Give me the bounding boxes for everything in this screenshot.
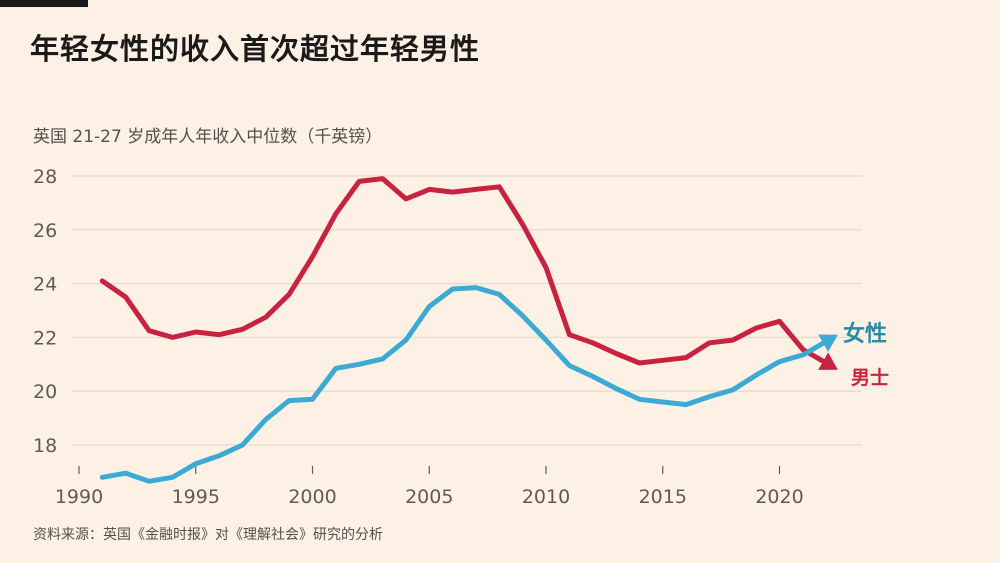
x-tick-label: 2020 — [755, 486, 803, 508]
y-tick-label: 28 — [33, 166, 57, 188]
x-tick-label: 2005 — [405, 486, 453, 508]
x-tick-label: 2000 — [288, 486, 336, 508]
series-line-men — [99, 176, 829, 366]
x-tick-label: 2010 — [522, 486, 570, 508]
y-tick-label: 24 — [33, 274, 57, 296]
x-tick-label: 2015 — [639, 486, 687, 508]
x-tick-label: 1995 — [172, 486, 220, 508]
series-label-men: 男士 — [851, 367, 889, 389]
arrow-head-women — [818, 334, 838, 352]
x-tick-label: 1990 — [55, 486, 103, 508]
gridlines — [72, 175, 862, 446]
y-tick-label: 18 — [33, 435, 57, 457]
y-tick-label: 20 — [33, 381, 57, 403]
series-label-women: 女性 — [843, 321, 887, 347]
x-axis: 1990 1995 2000 2005 2010 2015 2020 — [55, 466, 804, 508]
header-accent-bar — [0, 0, 88, 7]
series — [99, 176, 838, 484]
y-axis: 18 20 22 24 26 28 — [33, 166, 57, 457]
arrow-head-men — [818, 352, 838, 370]
y-tick-label: 26 — [33, 220, 57, 242]
y-tick-label: 22 — [33, 327, 57, 349]
source-note: 资料来源：英国《金融时报》对《理解社会》研究的分析 — [33, 527, 383, 543]
chart-title: 年轻女性的收入首次超过年轻男性 — [30, 32, 481, 66]
chart-subtitle: 英国 21-27 岁成年人年收入中位数（千英镑） — [33, 127, 383, 147]
series-line-women — [99, 285, 829, 484]
